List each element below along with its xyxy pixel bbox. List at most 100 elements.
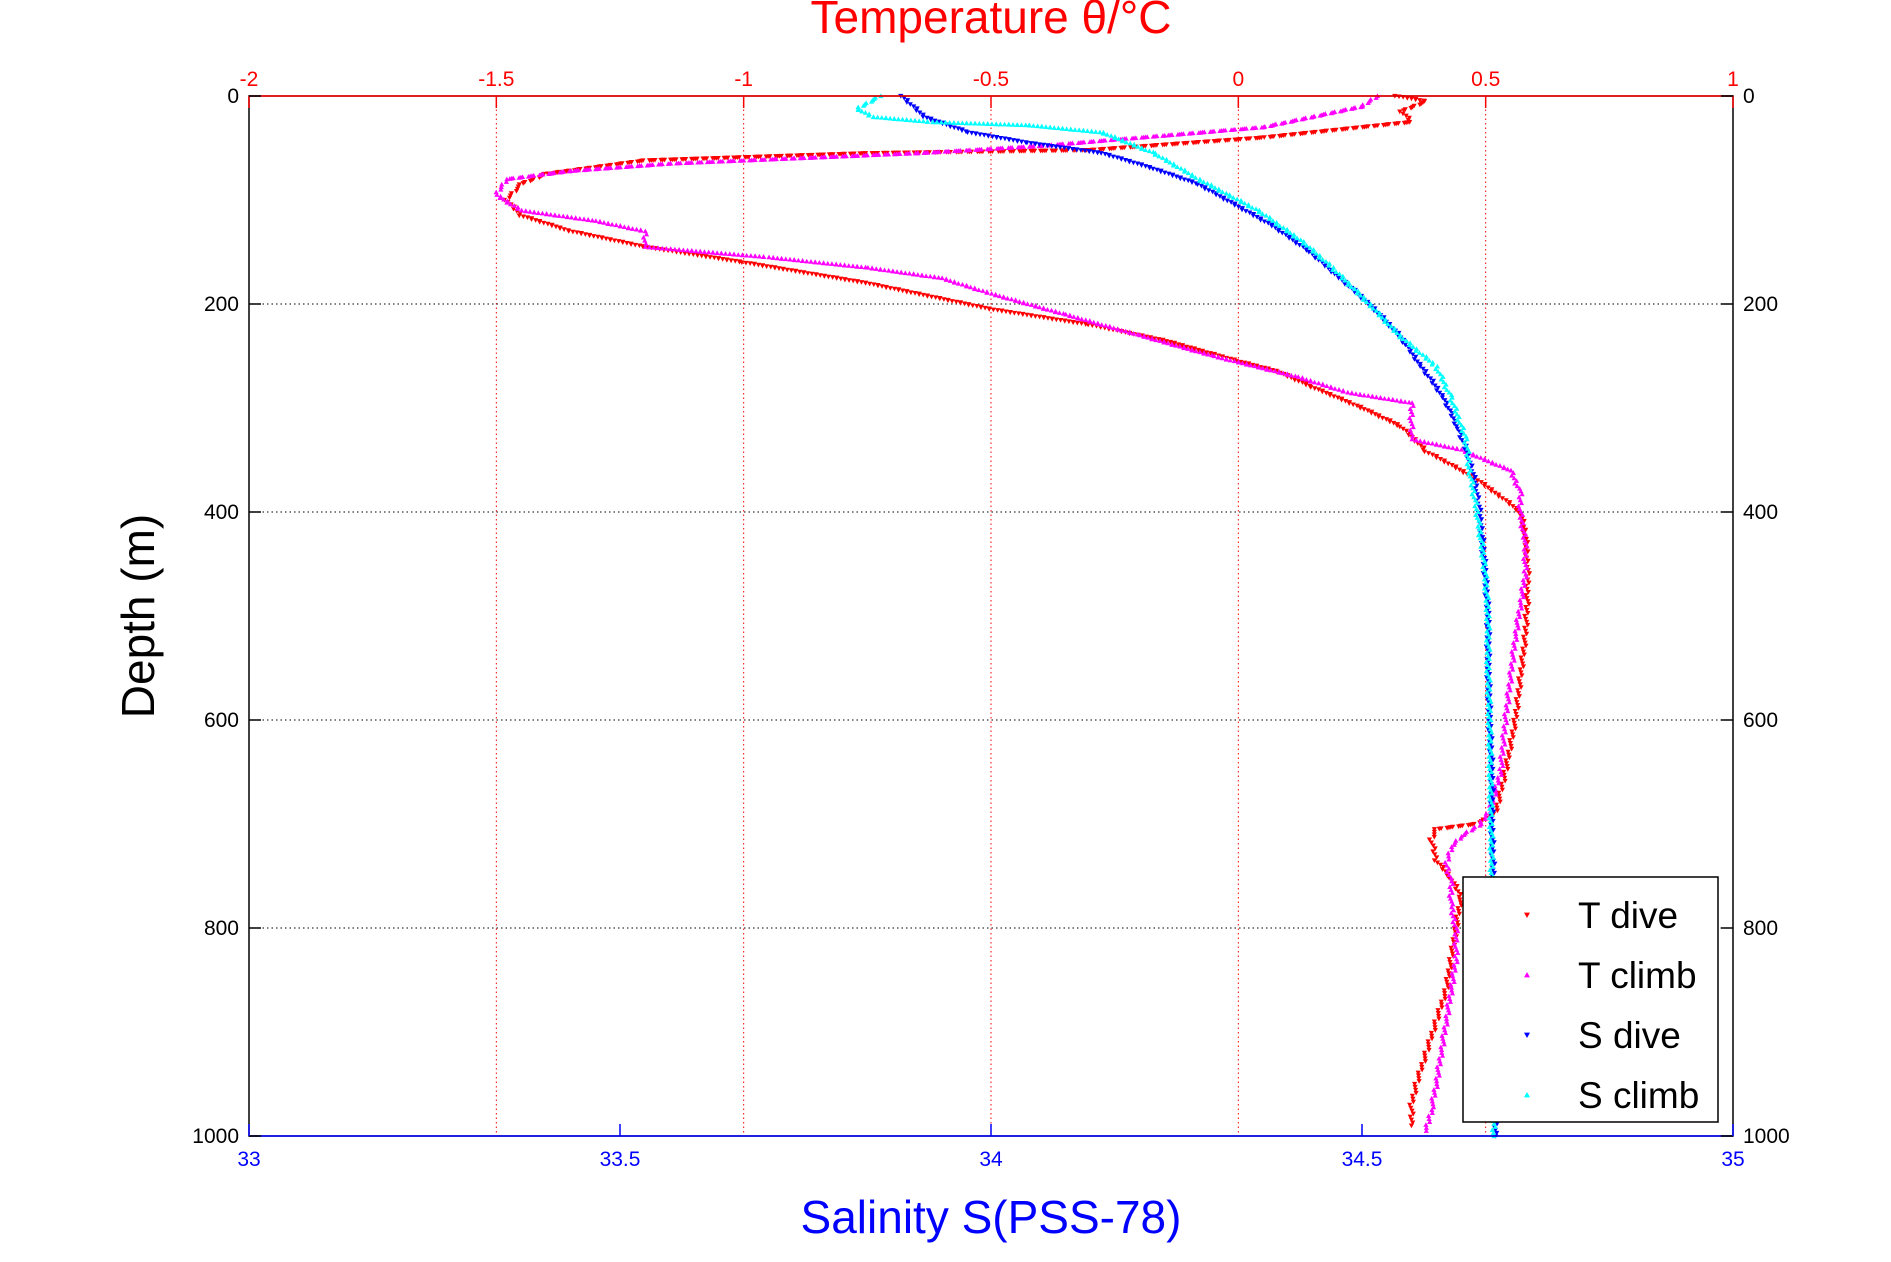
- data-point: [1326, 263, 1332, 268]
- data-point: [797, 269, 803, 275]
- data-point: [1398, 398, 1404, 404]
- data-point: [805, 153, 811, 158]
- data-point: [945, 298, 951, 304]
- data-point: [1483, 813, 1489, 819]
- data-point: [1493, 462, 1499, 467]
- data-point: [1413, 1090, 1419, 1096]
- data-point: [1402, 399, 1408, 404]
- legend-label: S climb: [1578, 1075, 1699, 1116]
- data-point: [1032, 141, 1038, 147]
- data-point: [776, 266, 782, 271]
- data-point: [1190, 140, 1196, 146]
- data-point: [1249, 125, 1255, 131]
- data-point: [1181, 141, 1187, 147]
- data-point: [1511, 475, 1517, 481]
- data-point: [1086, 149, 1092, 155]
- data-point: [1129, 135, 1135, 141]
- data-point: [1518, 685, 1524, 690]
- data-point: [1501, 769, 1507, 775]
- data-point: [1232, 203, 1238, 208]
- data-point: [1523, 616, 1529, 622]
- data-point: [1481, 538, 1487, 543]
- data-point: [1339, 275, 1345, 281]
- data-point: [1217, 128, 1223, 134]
- data-point: [1498, 757, 1504, 762]
- data-point: [1242, 200, 1248, 206]
- data-point: [1303, 376, 1310, 382]
- data-point: [1075, 140, 1082, 145]
- data-point: [1331, 394, 1337, 400]
- data-point: [697, 249, 703, 254]
- data-point: [1413, 354, 1419, 360]
- data-point: [780, 267, 786, 272]
- data-point: [891, 151, 898, 157]
- data-point: [1518, 603, 1524, 608]
- data-point: [1444, 869, 1450, 874]
- data-point: [1098, 151, 1104, 156]
- data-point: [784, 153, 790, 159]
- data-point: [1330, 267, 1336, 272]
- data-point: [1138, 146, 1145, 151]
- data-point: [1272, 368, 1278, 374]
- data-point: [1505, 696, 1512, 702]
- data-point: [1478, 529, 1484, 535]
- data-point: [931, 149, 937, 155]
- data-point: [1487, 677, 1493, 683]
- data-point: [1520, 664, 1527, 670]
- data-point: [1456, 824, 1462, 829]
- data-point: [1072, 127, 1078, 132]
- data-point: [1448, 875, 1454, 881]
- data-point: [1350, 126, 1356, 131]
- data-point: [1430, 378, 1437, 384]
- data-point: [1441, 1024, 1447, 1030]
- data-point: [1049, 144, 1055, 149]
- data-point: [1444, 825, 1450, 831]
- data-point: [1365, 393, 1371, 398]
- data-point: [1515, 676, 1522, 681]
- data-point: [1489, 736, 1495, 741]
- data-point: [1511, 643, 1517, 648]
- data-point: [982, 305, 988, 311]
- data-point: [895, 116, 901, 122]
- data-point: [1449, 904, 1455, 910]
- data-point: [1106, 153, 1112, 159]
- data-point: [1201, 351, 1207, 356]
- data-point: [1342, 277, 1349, 283]
- data-point: [1437, 1058, 1443, 1064]
- data-point: [1001, 121, 1008, 127]
- data-point: [1399, 340, 1406, 345]
- data-point: [1505, 466, 1511, 472]
- data-point: [1400, 426, 1406, 432]
- data-point: [1256, 209, 1262, 215]
- data-point: [1260, 365, 1266, 371]
- data-point: [912, 291, 918, 296]
- data-point: [714, 250, 720, 255]
- data-point: [768, 264, 774, 270]
- data-point: [1478, 507, 1484, 513]
- data-point: [1451, 962, 1457, 967]
- data-point: [898, 269, 904, 275]
- data-point: [1455, 923, 1461, 928]
- data-point: [1475, 478, 1481, 484]
- data-point: [1519, 673, 1525, 679]
- data-point: [546, 171, 552, 176]
- data-point: [999, 309, 1005, 314]
- salinity-tick-label: 33: [237, 1148, 260, 1171]
- data-point: [1345, 282, 1351, 287]
- data-point: [1518, 585, 1524, 591]
- data-point: [1444, 979, 1450, 985]
- data-point: [519, 207, 525, 213]
- data-point: [1313, 251, 1319, 256]
- data-point: [679, 157, 685, 162]
- data-point: [1521, 524, 1527, 530]
- data-point: [1504, 720, 1510, 726]
- data-point: [1047, 124, 1053, 130]
- data-point: [1500, 763, 1506, 768]
- data-point: [1158, 169, 1164, 175]
- data-point: [1520, 594, 1527, 600]
- data-point: [589, 217, 595, 223]
- data-point: [1477, 818, 1484, 824]
- data-point: [1422, 1056, 1428, 1062]
- data-point: [1439, 1050, 1445, 1055]
- data-point: [1429, 1033, 1435, 1039]
